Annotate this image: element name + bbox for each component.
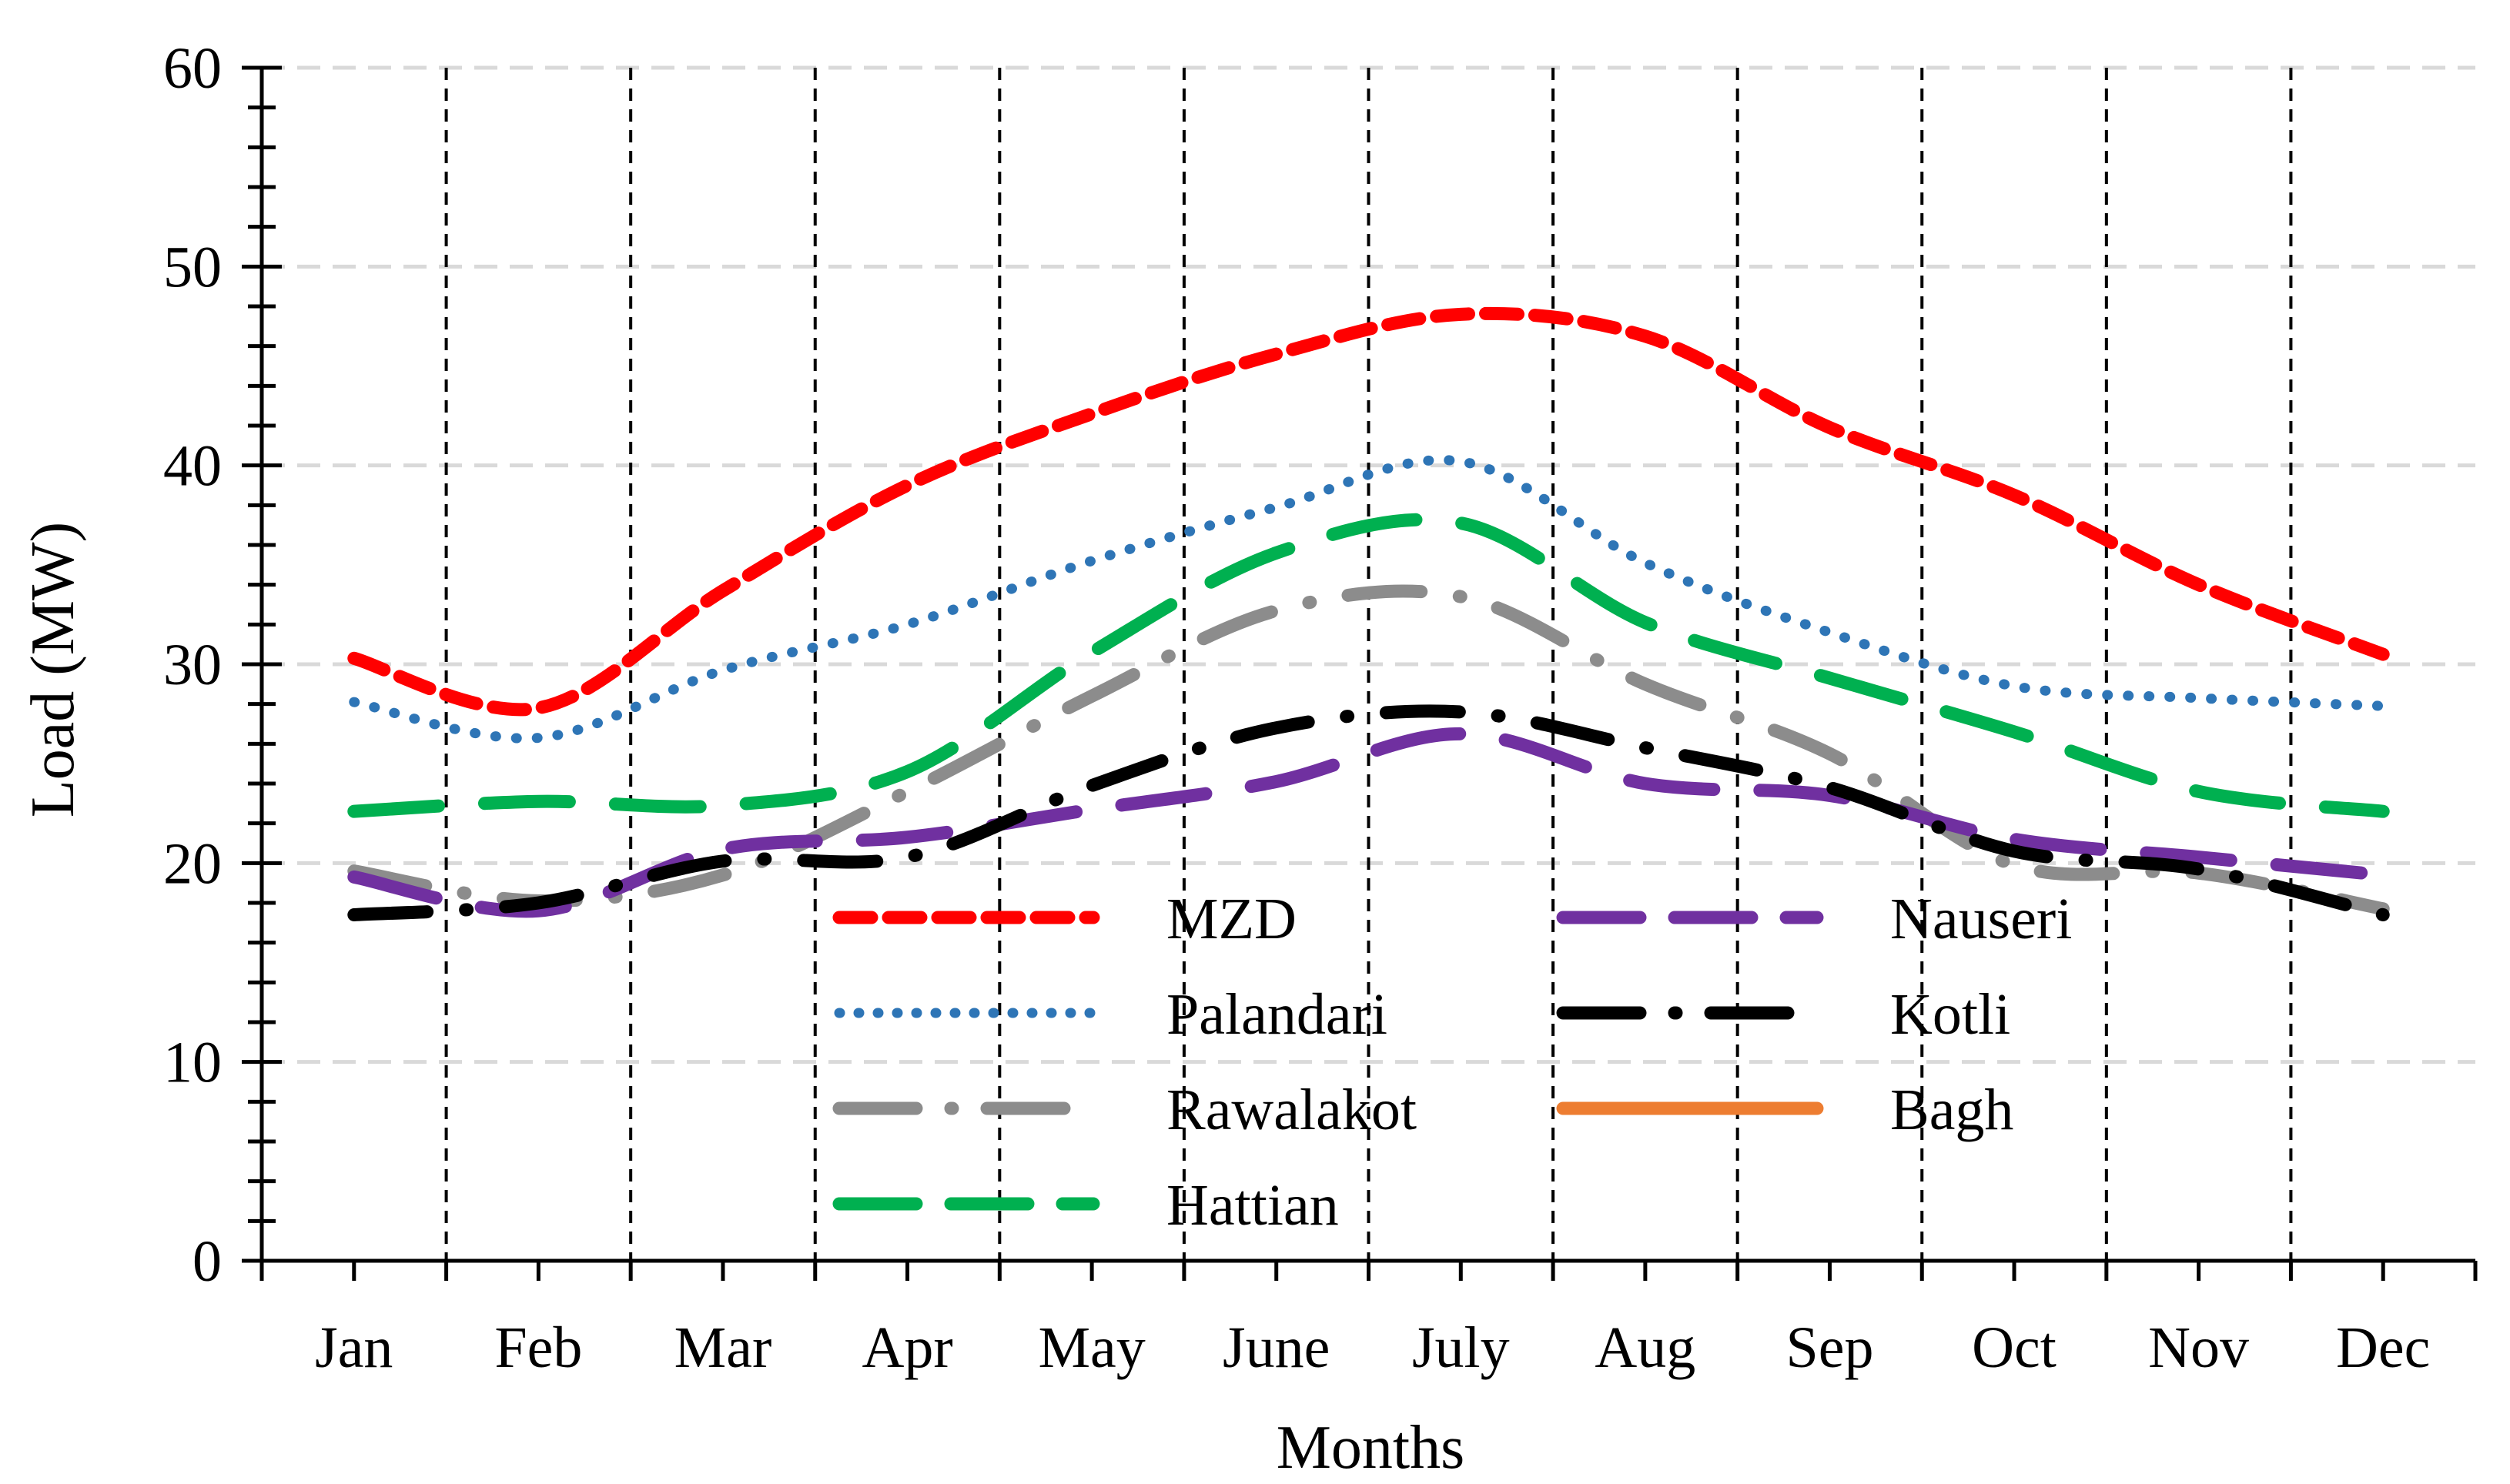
legend-label-hattian: Hattian [1166,1173,1339,1238]
series-line-palandari [349,455,2388,744]
series-lines [347,306,2390,921]
tick-labels: 0 10 20 30 40 50 60 Jan Feb Mar Apr May June July Aug S… [163,36,2430,1380]
y-tick-label: 10 [163,1031,222,1095]
series-line-kotli [347,704,2390,921]
x-axis-title: Months [1277,1414,1465,1482]
y-tick-label: 20 [163,831,222,896]
y-tick-label: 30 [163,633,222,697]
legend: MZD Nauseri Palandari Kotli Rawalakot Bagh Hat… [832,887,2072,1238]
series-line-hattian [347,513,2390,818]
x-tick-label: Dec [2336,1315,2430,1380]
x-tick-label: July [1412,1315,1510,1380]
x-tick-label: Nov [2148,1315,2249,1380]
legend-label-kotli: Kotli [1890,982,2010,1047]
legend-label-palandari: Palandari [1166,982,1387,1047]
series-line-rawalakot [347,584,2390,916]
y-axis-title: Load (MW) [19,522,87,817]
legend-label-nauseri: Nauseri [1890,887,2072,951]
x-tick-label: Sep [1785,1315,1873,1380]
series-line-nauseri [347,727,2390,918]
x-tick-label: Aug [1595,1315,1695,1380]
x-tick-label: Apr [862,1315,952,1380]
y-tick-label: 50 [163,235,222,299]
series-line-mzd [347,306,2390,717]
x-tick-label: Feb [494,1315,582,1380]
x-tick-label: May [1038,1315,1145,1380]
x-tick-label: Oct [1972,1315,2057,1380]
y-tick-label: 40 [163,434,222,499]
legend-label-bagh: Bagh [1890,1078,2013,1142]
axes [242,65,2478,1281]
y-tick-label: 0 [192,1229,222,1294]
y-tick-label: 60 [163,36,222,101]
legend-label-mzd: MZD [1166,887,1297,951]
x-tick-label: Mar [674,1315,772,1380]
x-tick-label: Jan [315,1315,393,1380]
legend-label-rawalakot: Rawalakot [1166,1078,1417,1142]
x-tick-label: June [1223,1315,1330,1380]
